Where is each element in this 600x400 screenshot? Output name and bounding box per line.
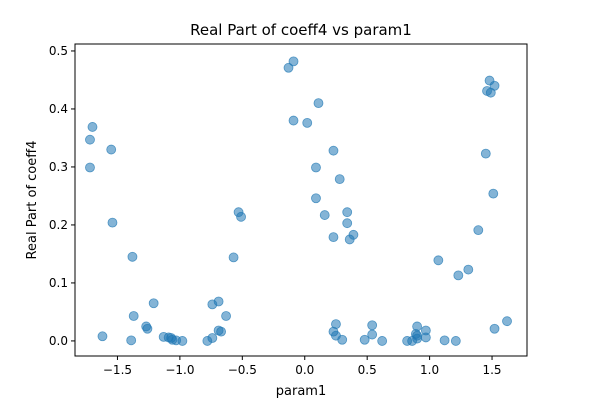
data-point: [334, 174, 345, 185]
data-point: [87, 122, 98, 132]
data-point: [148, 298, 159, 309]
data-point: [97, 331, 108, 342]
data-point: [288, 115, 299, 126]
data-point: [342, 218, 353, 229]
x-tick-label: −1.5: [103, 363, 132, 377]
data-point: [283, 62, 294, 73]
plot-frame: [74, 43, 528, 357]
y-axis-label: Real Part of coeff4: [25, 141, 40, 260]
data-point: [342, 207, 353, 218]
data-point: [85, 134, 95, 145]
x-tick-label: 1.0: [420, 363, 439, 377]
data-point: [473, 225, 484, 236]
data-point: [319, 210, 330, 220]
data-point: [328, 232, 339, 243]
data-point: [367, 329, 378, 340]
data-point: [228, 252, 239, 263]
data-point: [412, 321, 423, 332]
points-layer: [85, 56, 512, 346]
data-point: [367, 320, 378, 331]
data-point: [377, 336, 388, 346]
data-point: [337, 334, 348, 345]
data-point: [480, 148, 491, 159]
data-point: [213, 296, 224, 307]
data-point: [453, 270, 464, 281]
data-point: [433, 255, 444, 266]
data-point: [313, 98, 324, 109]
x-tick-label: 0.5: [358, 363, 377, 377]
x-tick-label: 1.5: [482, 363, 501, 377]
data-point: [420, 332, 431, 343]
data-point: [311, 193, 321, 204]
data-point: [221, 311, 231, 321]
data-point: [127, 251, 138, 262]
chart-title: Real Part of coeff4 vs param1: [190, 21, 412, 39]
data-point: [311, 162, 321, 173]
y-tick-label: 0.3: [49, 160, 68, 174]
data-point: [128, 311, 139, 321]
data-point: [207, 333, 218, 343]
data-point: [450, 336, 461, 346]
data-point: [359, 334, 370, 345]
data-point: [126, 335, 137, 346]
data-point: [328, 145, 339, 156]
x-tick-label: 0.0: [295, 363, 314, 377]
data-point: [216, 326, 226, 337]
y-axis-ticks: 0.0 0.1 0.2 0.3 0.4 0.5: [49, 44, 75, 348]
data-point: [489, 80, 500, 91]
data-point: [142, 323, 153, 334]
x-tick-label: −0.5: [228, 363, 257, 377]
data-point: [502, 316, 512, 327]
data-point: [489, 323, 500, 334]
y-tick-label: 0.0: [49, 334, 68, 348]
data-point: [439, 335, 450, 346]
data-point: [412, 333, 423, 344]
data-point: [463, 264, 474, 275]
data-point: [236, 211, 246, 222]
data-point: [348, 229, 359, 240]
data-point: [107, 217, 118, 228]
x-axis-ticks: −1.5 −1.0 −0.5 0.0 0.5 1.0 1.5: [103, 356, 502, 377]
y-tick-label: 0.1: [49, 276, 68, 290]
y-tick-label: 0.4: [49, 102, 68, 116]
data-point: [85, 162, 95, 173]
data-point: [302, 117, 313, 128]
data-point: [177, 336, 188, 346]
data-point: [488, 188, 499, 199]
y-tick-label: 0.2: [49, 218, 68, 232]
x-tick-label: −1.0: [165, 363, 194, 377]
x-axis-label: param1: [276, 384, 326, 399]
y-tick-label: 0.5: [49, 44, 68, 58]
data-point: [106, 144, 117, 155]
data-point: [288, 56, 299, 67]
